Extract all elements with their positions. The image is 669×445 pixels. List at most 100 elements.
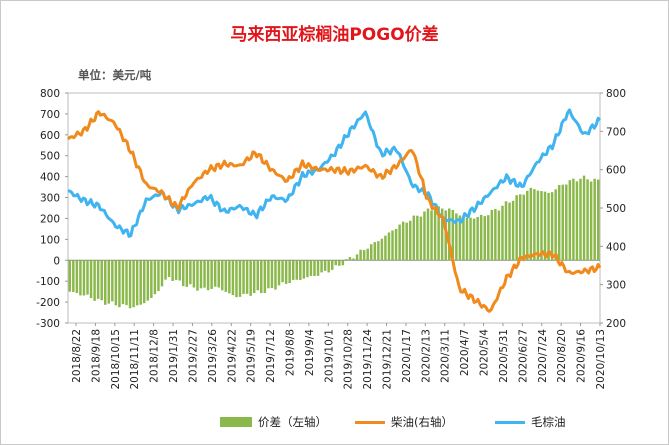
bar-spread — [284, 260, 288, 284]
bar-spread — [554, 189, 557, 261]
bar-spread — [557, 185, 561, 261]
bar-spread — [366, 248, 369, 261]
bar-spread — [270, 260, 274, 289]
bar-spread — [550, 192, 554, 261]
bar-spread — [192, 260, 196, 288]
bar-spread — [377, 241, 380, 261]
x-tick-label: 2019/9/4 — [304, 329, 316, 376]
bar-spread — [561, 184, 565, 261]
y-right-tick-label: 700 — [606, 126, 626, 138]
bar-spread — [409, 220, 412, 261]
bar-spread — [146, 260, 150, 301]
bar-spread — [533, 189, 536, 261]
bar-spread — [540, 191, 543, 261]
legend-swatch-spread — [220, 417, 252, 427]
x-tick-label: 2020/8/20 — [556, 329, 568, 383]
bar-spread — [291, 260, 295, 280]
x-tick-label: 2019/1/31 — [168, 329, 180, 383]
x-tick-label: 2018/12/8 — [149, 329, 161, 383]
legend-label-palm: 毛棕油 — [531, 415, 566, 429]
bar-spread — [440, 208, 444, 261]
x-tick-label: 2020/6/27 — [517, 329, 529, 383]
bar-spread — [72, 260, 75, 292]
line-diesel — [66, 110, 602, 313]
bar-spread — [448, 208, 451, 261]
bar-spread — [511, 200, 515, 261]
bar-spread — [586, 179, 589, 261]
bar-spread — [373, 242, 377, 261]
y-left-tick-label: -300 — [36, 318, 60, 330]
bar-spread — [451, 209, 455, 261]
bar-spread — [309, 260, 313, 276]
y-left-tick-label: 300 — [40, 193, 60, 205]
bar-spread — [369, 244, 373, 261]
y-left-tick-label: 600 — [40, 130, 60, 142]
x-tick-label: 2019/7/12 — [265, 329, 277, 383]
bar-spread — [96, 260, 100, 299]
bar-spread — [228, 260, 231, 294]
x-tick-label: 2020/1/17 — [401, 329, 413, 383]
bar-spread — [398, 224, 401, 261]
bar-spread — [327, 260, 330, 273]
bar-spread — [430, 210, 433, 261]
bar-spread — [387, 232, 391, 261]
bar-spread — [479, 214, 483, 261]
bar-spread — [579, 178, 582, 261]
x-tick-label: 2019/11/24 — [362, 329, 374, 390]
bar-spread — [536, 190, 540, 261]
bar-spread — [394, 228, 398, 261]
bar-spread — [118, 260, 121, 308]
bar-spread — [316, 260, 320, 276]
bar-spread — [256, 260, 259, 291]
bar-spread — [483, 216, 486, 261]
bar-spread — [348, 257, 352, 261]
bar-spread — [288, 260, 291, 284]
legend-swatch-diesel — [355, 420, 385, 424]
bar-spread — [423, 211, 426, 261]
bar-spread — [302, 260, 306, 279]
bar-spread — [128, 260, 132, 309]
bar-spread — [458, 215, 462, 261]
bar-spread — [341, 260, 345, 266]
bar-spread — [401, 221, 405, 261]
legend-label-spread: 价差（左轴） — [258, 415, 327, 429]
bar-spread — [572, 178, 575, 261]
bar-spread — [274, 260, 277, 290]
bar-spread — [153, 260, 157, 295]
bar-spread — [89, 260, 93, 299]
bar-spread — [114, 260, 118, 306]
bar-spread — [575, 181, 579, 261]
bar-spread — [384, 235, 387, 261]
bar-spread — [391, 230, 394, 261]
bar-spread — [380, 238, 384, 261]
y-right-tick-label: 300 — [606, 280, 626, 292]
x-tick-label: 2019/8/8 — [284, 329, 296, 376]
bar-spread — [221, 260, 224, 291]
bar-spread — [231, 260, 235, 296]
bar-spread — [174, 260, 178, 280]
y-left-tick-label: 800 — [40, 88, 60, 100]
x-tick-label: 2020/2/13 — [420, 329, 432, 383]
x-tick-label: 2019/10/28 — [343, 329, 355, 390]
bar-spread — [412, 215, 416, 261]
bar-spread — [508, 202, 511, 261]
bar-spread — [189, 260, 192, 285]
bar-spread — [111, 260, 114, 302]
bar-spread — [596, 179, 600, 261]
bar-spread — [107, 260, 111, 304]
bar-spread — [472, 218, 476, 261]
bar-spread — [362, 250, 366, 261]
legend-item-spread: 价差（左轴） — [220, 414, 327, 430]
bar-spread — [504, 201, 508, 261]
bar-spread — [185, 260, 189, 287]
bar-spread — [497, 210, 501, 261]
bar-spread — [121, 260, 125, 305]
bar-spread — [313, 260, 316, 276]
bar-spread — [224, 260, 228, 292]
bar-spread — [242, 260, 245, 294]
bar-spread — [295, 260, 299, 280]
bar-spread — [494, 208, 497, 261]
bar-spread — [79, 260, 82, 296]
bar-spread — [462, 216, 465, 261]
bar-spread — [359, 249, 362, 261]
